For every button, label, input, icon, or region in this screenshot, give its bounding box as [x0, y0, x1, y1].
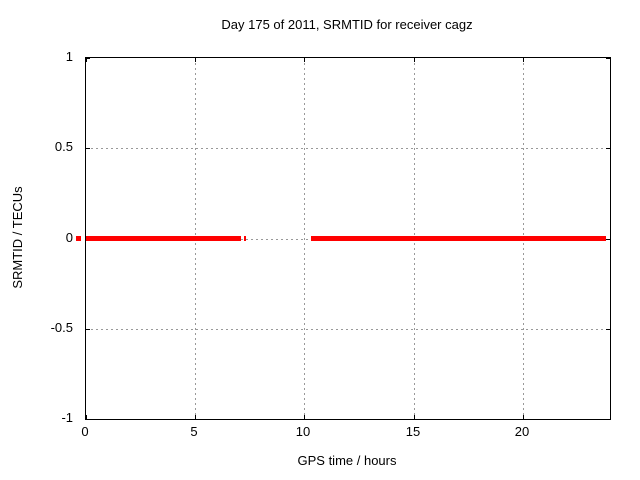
y-tick-mark-left — [86, 148, 90, 149]
x-tick-label: 10 — [295, 424, 311, 439]
x-tick-mark-top — [304, 58, 305, 62]
x-tick-mark-top — [523, 58, 524, 62]
series-line-segment — [86, 236, 241, 241]
y-tick-mark-left — [86, 58, 90, 59]
plot-area — [76, 57, 611, 420]
y-tick-mark-left — [86, 419, 90, 420]
grid-line-vertical — [304, 58, 305, 419]
chart-title: Day 175 of 2011, SRMTID for receiver cag… — [221, 17, 473, 32]
grid-line-horizontal — [86, 329, 610, 330]
x-tick-mark-top — [414, 58, 415, 62]
x-tick-mark-bottom — [86, 415, 87, 419]
y-tick-mark-right — [606, 329, 610, 330]
y-tick-mark-left — [86, 329, 90, 330]
y-tick-label: -0.5 — [50, 320, 73, 335]
y-tick-mark-right — [606, 58, 610, 59]
y-tick-label: 1 — [65, 49, 73, 64]
y-tick-label: 0.5 — [54, 139, 73, 154]
series-line-segment — [244, 236, 246, 241]
x-tick-label: 20 — [514, 424, 530, 439]
x-axis-label: GPS time / hours — [297, 453, 397, 468]
y-tick-label: -1 — [61, 410, 73, 425]
x-tick-label: 0 — [81, 424, 89, 439]
x-tick-label: 15 — [405, 424, 421, 439]
x-tick-mark-bottom — [195, 415, 196, 419]
outside-left-dash — [76, 236, 81, 241]
y-tick-mark-right — [606, 419, 610, 420]
x-tick-mark-bottom — [414, 415, 415, 419]
grid-line-horizontal — [86, 148, 610, 149]
x-tick-mark-bottom — [304, 415, 305, 419]
x-tick-label: 5 — [190, 424, 198, 439]
y-tick-mark-right — [606, 148, 610, 149]
y-tick-mark-right — [606, 239, 610, 240]
x-tick-mark-top — [86, 58, 87, 62]
x-tick-mark-bottom — [523, 415, 524, 419]
x-tick-mark-top — [195, 58, 196, 62]
y-tick-label: 0 — [65, 230, 73, 245]
series-line-segment — [311, 236, 606, 241]
